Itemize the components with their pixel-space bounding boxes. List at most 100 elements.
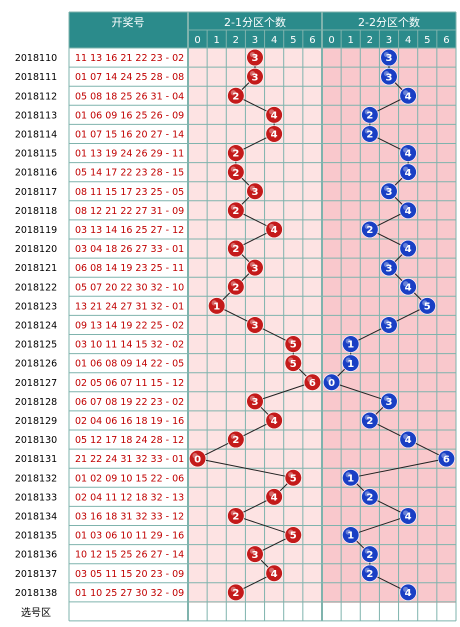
ball-value: 5 <box>290 531 297 542</box>
ball-value: 0 <box>194 454 201 465</box>
red-count-ball <box>246 316 264 334</box>
blue-count-ball <box>361 125 379 143</box>
ball-highlight <box>249 185 256 191</box>
ball-value: 4 <box>405 206 412 217</box>
blue-count-ball <box>380 392 398 410</box>
ball-highlight <box>403 90 409 96</box>
count-column-label: 3 <box>386 35 392 46</box>
draw-numbers: 08 11 15 17 23 25 - 05 <box>75 187 184 198</box>
ball-value: 3 <box>252 72 259 83</box>
period-label: 2018132 <box>15 473 57 484</box>
period-label: 2018135 <box>15 531 57 542</box>
blue-count-ball <box>380 48 398 67</box>
ball-value: 4 <box>405 282 412 293</box>
ball-value: 4 <box>271 569 278 580</box>
draw-column-header: 开奖号 <box>112 15 145 29</box>
ball-highlight <box>345 338 351 344</box>
ball-value: 2 <box>366 130 373 141</box>
period-label: 2018128 <box>15 397 57 408</box>
draw-numbers: 01 10 25 27 30 32 - 09 <box>75 588 184 599</box>
ball-value: 4 <box>271 110 278 121</box>
draw-numbers: 11 13 16 21 22 23 - 02 <box>75 53 184 64</box>
blue-count-ball <box>380 259 398 277</box>
ball-value: 2 <box>232 149 239 160</box>
red-count-ball <box>227 144 245 162</box>
count-column-label: 6 <box>309 35 315 46</box>
period-label: 2018129 <box>15 416 57 427</box>
count-column-labels: 0 1 2 3 4 5 6 0 1 2 3 4 5 6 <box>194 35 449 46</box>
draw-numbers: 03 16 18 31 32 33 - 12 <box>75 511 184 522</box>
ball-value: 4 <box>271 416 278 427</box>
blue-count-ball <box>322 373 341 391</box>
ball-highlight <box>364 414 370 421</box>
ball-value: 5 <box>424 301 431 312</box>
draw-numbers: 01 06 09 16 25 26 - 09 <box>75 110 184 121</box>
period-label: 2018125 <box>15 340 57 351</box>
ball-value: 1 <box>347 531 354 542</box>
ball-highlight <box>364 223 370 230</box>
blue-count-ball <box>399 87 417 105</box>
ball-highlight <box>192 453 198 459</box>
period-label: 2018133 <box>15 492 57 503</box>
ball-value: 4 <box>405 588 412 599</box>
ball-highlight <box>230 586 236 592</box>
red-count-ball <box>284 526 302 544</box>
draw-numbers: 05 14 17 22 23 28 - 15 <box>75 168 184 179</box>
period-label: 2018123 <box>15 301 57 312</box>
ball-highlight <box>269 491 275 497</box>
draw-numbers: 03 10 11 14 15 32 - 02 <box>75 340 184 351</box>
red-count-ball <box>227 583 245 601</box>
ball-value: 3 <box>252 321 259 332</box>
ball-value: 4 <box>405 435 412 446</box>
period-label: 2018118 <box>15 206 57 217</box>
period-label: 2018136 <box>15 550 57 561</box>
ball-highlight <box>230 166 236 172</box>
ball-highlight <box>307 376 313 382</box>
red-count-ball <box>227 278 245 296</box>
red-count-ball <box>227 507 245 525</box>
blue-count-ball <box>399 507 417 525</box>
blue-count-ball <box>380 68 398 86</box>
ball-highlight <box>269 414 275 421</box>
period-label: 2018117 <box>15 187 57 198</box>
ball-value: 4 <box>271 130 278 141</box>
period-label: 2018114 <box>15 129 57 140</box>
draw-numbers: 05 08 18 25 26 31 - 04 <box>75 91 184 102</box>
ball-highlight <box>249 51 256 58</box>
count-column-label: 1 <box>348 35 354 46</box>
ball-value: 2 <box>232 588 239 599</box>
draw-numbers: 02 04 06 16 18 19 - 16 <box>75 416 184 427</box>
period-label: 2018124 <box>15 320 57 331</box>
red-count-ball <box>284 335 302 353</box>
ball-highlight <box>345 472 351 478</box>
period-label: 2018137 <box>15 569 57 580</box>
blue-count-ball <box>361 220 379 239</box>
period-label: 2018116 <box>15 168 57 179</box>
ball-highlight <box>422 300 428 306</box>
ball-value: 0 <box>328 378 335 389</box>
ball-highlight <box>403 510 409 516</box>
ball-highlight <box>249 71 256 77</box>
blue-count-ball <box>342 335 360 353</box>
draw-numbers: 02 04 11 12 18 32 - 13 <box>75 492 184 503</box>
ball-highlight <box>269 567 275 573</box>
ball-highlight <box>269 109 275 115</box>
red-count-ball <box>265 564 283 582</box>
blue-count-ball <box>399 144 417 162</box>
red-count-ball <box>227 239 245 258</box>
period-label: 2018134 <box>15 511 57 522</box>
red-count-ball <box>208 297 226 315</box>
count-balls: 3 3 2 4 4 2 2 3 2 4 2 3 2 1 3 5 5 6 3 4 2 0 5 4 2 5 3 4 2 3 3 4 2 2 4 4 3 4 2 4… <box>188 48 456 601</box>
ball-highlight <box>211 300 217 306</box>
table-rows: 2018110 11 13 16 21 22 23 - 02 2018111 01 0… <box>15 53 184 599</box>
blue-count-ball <box>361 564 379 582</box>
ball-value: 2 <box>366 550 373 561</box>
red-count-ball <box>265 125 283 143</box>
draw-numbers: 03 04 18 26 27 33 - 01 <box>75 244 184 255</box>
ball-value: 2 <box>232 168 239 179</box>
ball-highlight <box>383 395 390 401</box>
blue-count-ball <box>399 583 417 601</box>
ball-value: 1 <box>213 301 220 312</box>
ball-highlight <box>364 109 370 115</box>
ball-highlight <box>345 357 351 363</box>
